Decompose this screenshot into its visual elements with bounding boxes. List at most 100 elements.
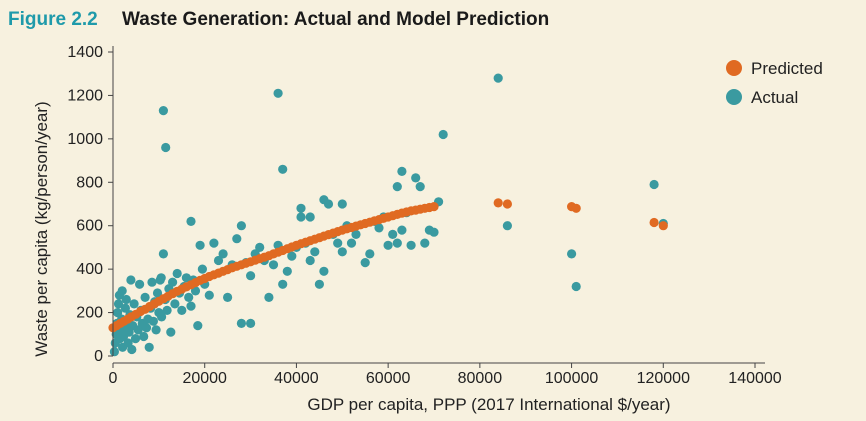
actual-point — [140, 292, 150, 302]
y-tick-label: 1000 — [67, 131, 103, 148]
x-tick-label: 20000 — [182, 370, 227, 387]
predicted-point — [502, 199, 512, 209]
actual-point — [420, 238, 430, 248]
y-axis-title: Waste per capita (kg/person/year) — [32, 101, 51, 356]
figure-number: Figure 2.2 — [8, 9, 98, 30]
actual-point — [223, 292, 233, 302]
actual-point — [397, 225, 407, 235]
legend-marker-actual — [726, 89, 742, 105]
legend: Predicted Actual — [726, 59, 823, 107]
actual-point — [493, 73, 503, 83]
actual-point — [130, 334, 141, 344]
predicted-point — [571, 203, 581, 213]
actual-point — [383, 240, 393, 250]
actual-point — [351, 229, 361, 239]
actual-point — [117, 286, 127, 296]
actual-point — [177, 305, 187, 315]
actual-point — [121, 294, 131, 305]
actual-point — [392, 182, 402, 192]
y-tick-label: 1200 — [67, 87, 103, 104]
actual-point — [360, 258, 370, 268]
x-tick-label: 120000 — [637, 370, 690, 387]
actual-point — [255, 242, 265, 252]
actual-point — [135, 279, 145, 289]
actual-point — [571, 281, 581, 292]
actual-point — [567, 249, 577, 259]
actual-point — [161, 142, 171, 153]
actual-point — [392, 238, 402, 248]
actual-point — [162, 305, 172, 315]
actual-point — [268, 260, 279, 270]
actual-point — [195, 240, 205, 250]
actual-point — [502, 221, 512, 231]
actual-point — [236, 221, 246, 231]
actual-point — [193, 321, 203, 331]
predicted-point — [658, 221, 668, 231]
actual-point — [429, 227, 439, 237]
actual-point — [129, 299, 139, 309]
actual-point — [197, 264, 207, 274]
x-tick-label: 100000 — [545, 370, 598, 387]
actual-point — [346, 238, 357, 248]
actual-point — [147, 277, 157, 287]
actual-point — [333, 238, 343, 248]
actual-point — [406, 240, 416, 250]
actual-point — [148, 316, 158, 326]
actual-point — [337, 199, 347, 209]
actual-point — [166, 327, 176, 337]
actual-point — [314, 279, 324, 289]
actual-point — [236, 318, 246, 328]
actual-point — [213, 255, 224, 266]
x-tick-label: 80000 — [458, 370, 503, 387]
x-axis-title: GDP per capita, PPP (2017 International … — [307, 395, 670, 414]
actual-point — [184, 292, 194, 302]
actual-point — [158, 249, 168, 259]
actual-point — [296, 203, 306, 213]
actual-point — [168, 277, 178, 287]
actual-point — [337, 247, 347, 257]
actual-point — [144, 342, 154, 352]
actual-point — [139, 331, 149, 342]
actual-point — [438, 129, 448, 140]
figure-title: Waste Generation: Actual and Model Predi… — [122, 9, 550, 30]
actual-point — [273, 88, 283, 98]
actual-point — [415, 182, 425, 192]
actual-point — [246, 271, 256, 281]
x-tick-label: 140000 — [728, 370, 781, 387]
actual-point — [278, 164, 288, 174]
actual-point — [411, 173, 421, 183]
actual-point — [278, 279, 288, 289]
actual-point — [246, 318, 256, 328]
actual-point — [109, 347, 119, 357]
y-tick-label: 800 — [76, 174, 103, 191]
actual-point — [157, 312, 167, 322]
predicted-point — [493, 198, 503, 208]
actual-point — [310, 247, 320, 257]
y-tick-label: 0 — [94, 348, 103, 365]
y-tick-label: 400 — [76, 261, 103, 278]
actual-point — [186, 216, 196, 226]
actual-point — [305, 255, 315, 266]
actual-point — [218, 249, 228, 259]
predicted-point — [429, 202, 439, 212]
actual-point — [232, 234, 242, 244]
actual-point — [319, 195, 329, 205]
actual-point — [141, 323, 152, 333]
actual-point — [186, 301, 196, 311]
actual-point — [181, 273, 191, 283]
legend-label-actual: Actual — [751, 88, 798, 107]
actual-point — [209, 238, 219, 248]
actual-point — [152, 288, 163, 298]
x-tick-label: 40000 — [274, 370, 319, 387]
actual-point — [287, 251, 297, 261]
actual-point — [649, 179, 659, 190]
legend-marker-predicted — [726, 60, 742, 76]
actual-point — [126, 275, 136, 285]
actual-point — [388, 229, 398, 239]
actual-point — [282, 266, 292, 276]
x-tick-label: 60000 — [366, 370, 411, 387]
actual-point — [158, 106, 168, 116]
y-tick-label: 200 — [76, 305, 103, 322]
actual-point — [204, 290, 214, 300]
